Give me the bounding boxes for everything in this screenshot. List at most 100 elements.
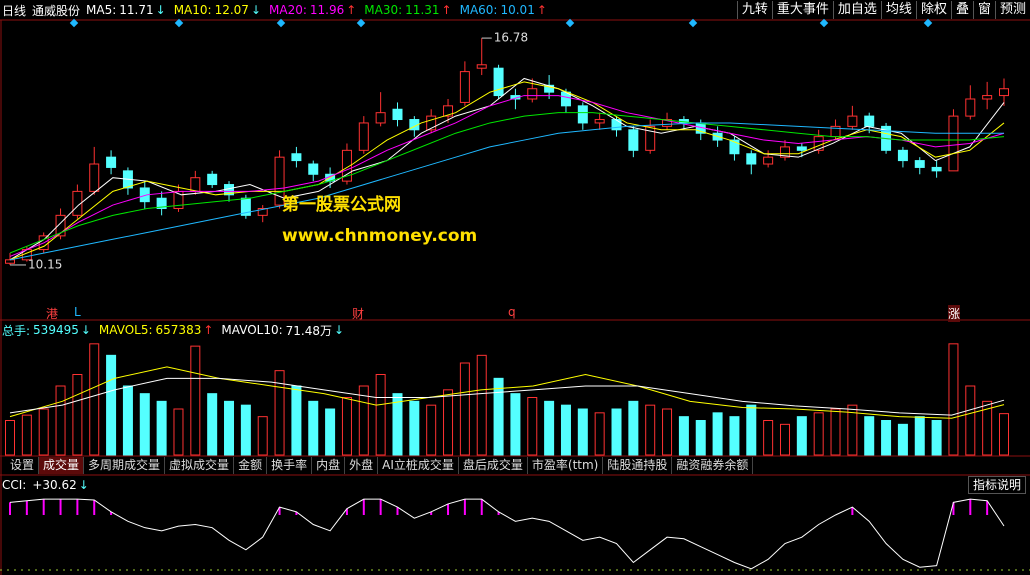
- tabs: 设置 成交量 多周期成交量 虚拟成交量 金额 换手率 内盘 外盘 AI立桩成交量 盘后成交量 市盈率…: [6, 457, 754, 474]
- toolbar-button[interactable]: 窗: [972, 1, 995, 19]
- ma-line: [9, 122, 1004, 261]
- stock-name: 通威股份: [32, 3, 81, 18]
- toolbar-button[interactable]: 预测: [994, 1, 1030, 19]
- candle-body: [55, 214, 66, 237]
- volume-bar: [594, 412, 605, 456]
- watermark-url: www.chnmoney.com: [282, 226, 478, 246]
- ma-line: [9, 112, 1005, 254]
- volume-bar: [409, 400, 420, 456]
- tab[interactable]: 金额: [234, 457, 268, 474]
- candle-body: [729, 139, 740, 155]
- candle-body: [190, 177, 201, 192]
- vol-ma-value: 71.48万: [285, 323, 333, 338]
- tab[interactable]: 虚拟成交量: [165, 457, 235, 474]
- candle-body: [645, 125, 656, 151]
- tab[interactable]: 外盘: [345, 457, 379, 474]
- tab[interactable]: 设置: [6, 457, 40, 474]
- tab[interactable]: 内盘: [312, 457, 346, 474]
- ma-value: 11.71: [119, 3, 154, 17]
- tab[interactable]: 盘后成交量: [459, 457, 528, 474]
- marker: L: [74, 305, 81, 319]
- candle-body: [948, 115, 959, 172]
- volume-bar: [779, 423, 790, 456]
- tab[interactable]: 融资融券余额: [672, 457, 754, 474]
- candle-body: [106, 156, 117, 168]
- candle-body: [476, 64, 487, 69]
- volume-bar: [628, 400, 639, 456]
- toolbar-button[interactable]: 除权: [915, 1, 951, 19]
- watermark-title: 第一股票公式网: [282, 195, 401, 215]
- volume-bar: [38, 408, 49, 456]
- candle-body: [257, 207, 268, 216]
- tab[interactable]: 换手率: [267, 457, 313, 474]
- candle-body: [628, 129, 639, 151]
- volume-bar: [560, 404, 571, 456]
- ma-name: MA5:: [86, 3, 117, 17]
- toolbar-button[interactable]: 均线: [880, 1, 916, 19]
- vol-ma-arrow: ↓: [334, 323, 345, 337]
- volume-bar: [982, 400, 993, 456]
- volume-bar: [375, 374, 386, 456]
- candle-body: [965, 98, 976, 117]
- candle-body: [847, 115, 858, 127]
- volume-bar: [931, 420, 942, 456]
- volume-bar: [662, 408, 673, 456]
- candle-body: [443, 105, 454, 117]
- candle-body: [459, 71, 470, 103]
- marker: q: [508, 305, 516, 319]
- toolbar-button[interactable]: 加自选: [832, 1, 881, 19]
- tab[interactable]: 多周期成交量: [84, 457, 166, 474]
- candle-body: [763, 156, 774, 165]
- volume-bar: [21, 414, 32, 456]
- period[interactable]: 日线: [2, 3, 27, 18]
- candle-body: [864, 115, 875, 127]
- help-button[interactable]: 指标说明: [967, 476, 1026, 494]
- volume-bar: [341, 397, 352, 456]
- tab[interactable]: AI立桩成交量: [378, 457, 459, 474]
- ma-name: MA60:: [459, 3, 498, 17]
- toolbar-button[interactable]: 重大事件: [771, 1, 833, 19]
- ma-line: [9, 77, 1005, 261]
- tab[interactable]: 市盈率(ttm): [528, 457, 604, 474]
- ma-arrow: ↓: [250, 3, 261, 17]
- vol-ma-name: MAVOL5:: [98, 323, 153, 337]
- volume-bar: [325, 408, 336, 456]
- volume-bar: [122, 385, 133, 456]
- volume-bar: [392, 393, 403, 456]
- volume-bar: [190, 345, 201, 456]
- volume-bar: [240, 404, 251, 456]
- ma-name: MA10:: [173, 3, 212, 17]
- volume-bar: [678, 416, 689, 456]
- candle-body: [156, 197, 167, 209]
- volume-bar: [897, 423, 908, 456]
- volume-bar: [796, 416, 807, 456]
- candle-body: [493, 67, 504, 97]
- volume-bar: [510, 393, 521, 456]
- volume-bar: [358, 385, 369, 456]
- volume-legend: 总手: 539495 ↓ MAVOL5: 657383 ↑ MAVOL10: 71.48万 ↓: [2, 322, 352, 338]
- toolbar-button[interactable]: 九转: [736, 1, 772, 19]
- volume-bar: [948, 343, 959, 456]
- tab[interactable]: 成交量: [39, 457, 85, 474]
- vol-ma-name: MAVOL10:: [221, 323, 283, 337]
- volume-bar: [224, 400, 235, 456]
- volume-bar: [257, 416, 268, 456]
- volume-bar: [746, 404, 757, 456]
- candle-body: [796, 146, 807, 151]
- ma-value: 11.96: [309, 3, 345, 17]
- cci-value: +30.62: [32, 478, 77, 492]
- ma-legend: MA5: 11.71 ↓ MA10: 12.07 ↓ MA20: 11.96 ↑ MA30: 11.…: [86, 3, 555, 17]
- candle-body: [931, 166, 942, 172]
- toolbar-button[interactable]: 叠: [950, 1, 973, 19]
- high-label: 16.78: [494, 31, 528, 45]
- volume-ma-line: [9, 366, 1005, 419]
- vol-value: 539495: [33, 323, 79, 337]
- volume-bar: [493, 377, 504, 456]
- volume-bar: [611, 408, 622, 456]
- volume-bar: [156, 400, 167, 456]
- ma-name: MA30:: [364, 3, 403, 17]
- candle-body: [375, 112, 386, 124]
- tab[interactable]: 陆股通持股: [603, 457, 673, 474]
